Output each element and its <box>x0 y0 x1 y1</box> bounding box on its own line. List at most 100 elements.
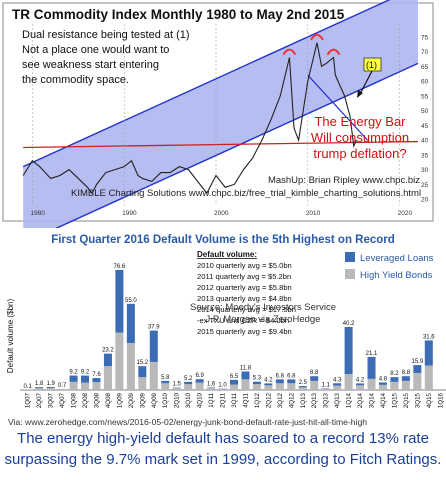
bar-value-label: 23.2 <box>102 348 114 354</box>
bar-high-yield <box>424 365 433 390</box>
bar-value-label: 9.2 <box>69 370 78 376</box>
energy-bar-line-3: trump deflation? <box>313 146 406 161</box>
bar-high-yield <box>138 377 147 390</box>
commodity-index-chart: 75 70 65 60 55 50 45 40 35 30 25 20 1980 1990 2000 201… <box>0 0 446 228</box>
bar-value-label: 1.5 <box>173 382 182 388</box>
y-tick-label: 65 <box>421 64 429 71</box>
x-tick-label: 2000 <box>214 210 229 217</box>
bar-high-yield <box>241 379 250 390</box>
bar-high-yield <box>344 374 353 390</box>
bar-high-yield <box>252 384 261 390</box>
annotation-line-2: Not a place one would want to <box>22 44 169 56</box>
legend-swatch-bonds <box>345 269 355 279</box>
bar-value-label: 5.2 <box>184 376 193 382</box>
y-tick-label: 50 <box>421 108 429 115</box>
bar-value-label: 9.2 <box>81 370 90 376</box>
bar-category-label: 2Q08 <box>82 392 89 408</box>
channel-lower-line <box>55 62 419 228</box>
bar-leveraged-loans <box>69 375 78 382</box>
bar-leveraged-loans <box>161 380 170 384</box>
y-tick-label: 35 <box>421 152 429 159</box>
y-tick-label: 45 <box>421 123 429 130</box>
bar-leveraged-loans <box>92 378 101 383</box>
support-line <box>23 140 419 149</box>
bar-high-yield <box>321 388 330 390</box>
caption-line-1: The energy high-yield default has soared… <box>17 430 429 447</box>
default-volume-title: Default volume: <box>197 250 257 259</box>
energy-bar-line-2: Will consumption <box>311 130 409 145</box>
annotation-line-4: the commodity space. <box>22 74 129 86</box>
bar-category-label: 4Q07 <box>59 392 66 408</box>
bar-high-yield <box>333 385 342 390</box>
bar-category-label: 2Q10 <box>174 392 181 408</box>
bar-high-yield <box>413 372 422 390</box>
bar-value-label: 37.9 <box>148 325 160 331</box>
bar-value-label: 31.6 <box>423 334 435 340</box>
resistance-diagonal <box>307 74 368 141</box>
bar-high-yield <box>172 388 181 390</box>
marker-1-label: (1) <box>366 60 377 70</box>
bar-value-label: 2.5 <box>299 380 308 386</box>
bar-value-label: 4.2 <box>264 377 273 383</box>
legend-label-bonds: High Yield Bonds <box>360 270 433 281</box>
x-tick-label: 1980 <box>30 210 45 217</box>
y-tick-label: 25 <box>421 182 429 189</box>
bar-value-label: 6.8 <box>287 373 296 379</box>
bar-high-yield <box>81 382 90 390</box>
bar-data-labels: 0.1 1.8 1.9 0.79.2 9.2 7.623.276.655.015.237.… <box>24 264 436 390</box>
y-tick-label: 20 <box>421 197 429 204</box>
bar-category-label: 1Q16 <box>437 392 444 408</box>
bar-category-label: 3Q08 <box>93 392 100 408</box>
bar-leveraged-loans <box>103 353 112 367</box>
bar-value-label: 15.2 <box>136 360 148 366</box>
bar-leveraged-loans <box>184 381 193 385</box>
y-axis-label: Default volume ($bn) <box>6 299 15 374</box>
y-tick-label: 75 <box>421 34 429 41</box>
bar-leveraged-loans <box>229 379 239 385</box>
bar-high-yield <box>207 387 216 390</box>
bar-leveraged-loans <box>356 383 365 386</box>
x-axis-ticks: 1980 1990 2000 2010 2020 <box>30 210 412 217</box>
bar-category-label: 2Q13 <box>311 392 318 408</box>
default-volume-line-5: 2014 quarterly avg = $17.5bn <box>197 305 296 314</box>
bar-high-yield <box>390 381 399 390</box>
chart-title: TR Commodity Index Monthly 1980 to May 2… <box>12 7 345 22</box>
bar-chart-title: First Quarter 2016 Default Volume is the… <box>51 234 395 246</box>
bar-leveraged-loans <box>35 387 44 389</box>
x-tick-label: 2010 <box>306 210 321 217</box>
bar-leveraged-loans <box>413 365 422 373</box>
default-volume-line-4: 2013 quarterly avg = $4.8bn <box>197 294 292 303</box>
bar-value-label: 15.9 <box>412 359 424 365</box>
bar-leveraged-loans <box>367 356 376 379</box>
source-url: Via: www.zerohedge.com/news/2016-05-02/e… <box>8 417 367 427</box>
bar-category-label: 2Q09 <box>128 392 135 408</box>
bar-high-yield <box>218 388 227 390</box>
bar-value-label: 8.8 <box>310 370 319 376</box>
bar-category-label: 4Q13 <box>334 392 341 408</box>
bar-category-label: 1Q13 <box>300 392 307 408</box>
bar-leveraged-loans <box>241 371 250 380</box>
bar-high-yield <box>229 384 239 390</box>
bar-category-label: 1Q15 <box>391 392 398 408</box>
bar-category-label: 1Q14 <box>346 392 353 408</box>
bar-high-yield <box>310 380 319 390</box>
bar-value-label: 21.1 <box>366 351 378 357</box>
y-tick-label: 55 <box>421 93 429 100</box>
bar-category-label: 2Q07 <box>36 392 43 408</box>
bar-value-label: 8.2 <box>390 371 399 377</box>
bar-leveraged-loans <box>287 379 296 384</box>
bar-value-label: 1.0 <box>218 382 227 388</box>
bar-high-yield <box>69 381 78 390</box>
bar-value-label: 4.8 <box>379 376 388 382</box>
y-tick-label: 40 <box>421 138 429 145</box>
bar-category-label: 2Q12 <box>265 392 272 408</box>
bar-high-yield <box>367 378 376 390</box>
top-arc <box>326 48 341 56</box>
x-tick-label: 1990 <box>122 210 137 217</box>
bar-category-label: 1Q07 <box>25 392 32 408</box>
bar-category-label: 3Q10 <box>185 392 192 408</box>
bar-leveraged-loans <box>81 375 90 383</box>
bar-value-label: 4.3 <box>333 377 342 383</box>
bar-category-label: 2Q15 <box>403 392 410 408</box>
